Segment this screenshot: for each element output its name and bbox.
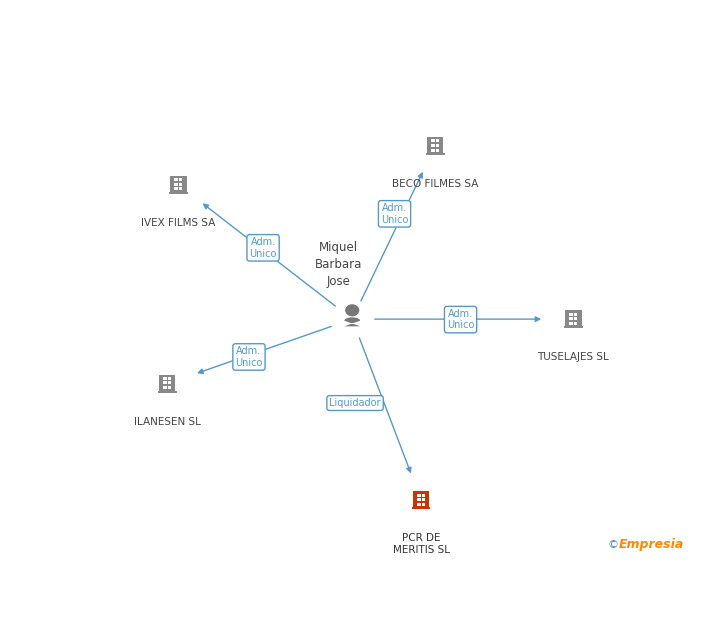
Bar xyxy=(431,149,435,152)
Circle shape xyxy=(345,304,360,316)
Bar xyxy=(574,317,577,320)
Text: PCR DE
MERITIS SL: PCR DE MERITIS SL xyxy=(392,533,450,556)
Polygon shape xyxy=(344,318,360,326)
Bar xyxy=(163,386,167,389)
Bar xyxy=(413,491,430,507)
Bar xyxy=(417,503,421,506)
Bar xyxy=(431,144,435,147)
Bar xyxy=(163,377,167,380)
Bar xyxy=(417,498,421,501)
Bar xyxy=(426,153,445,155)
Bar xyxy=(175,188,178,190)
Bar xyxy=(431,139,435,142)
Bar xyxy=(427,137,443,153)
Text: Adm.
Unico: Adm. Unico xyxy=(250,237,277,258)
Bar xyxy=(565,310,582,326)
Bar xyxy=(422,503,425,506)
Bar xyxy=(167,386,171,389)
Bar xyxy=(574,322,577,325)
Bar xyxy=(569,312,573,316)
Bar xyxy=(422,493,425,496)
Bar xyxy=(417,493,421,496)
Text: Empresia: Empresia xyxy=(619,538,684,551)
Bar xyxy=(175,178,178,181)
Text: Adm.
Unico: Adm. Unico xyxy=(447,309,474,330)
Bar xyxy=(411,507,430,509)
Bar xyxy=(169,192,188,194)
Bar xyxy=(436,144,439,147)
Bar xyxy=(158,391,177,392)
Text: BECO FILMES SA: BECO FILMES SA xyxy=(392,179,478,189)
Bar xyxy=(422,498,425,501)
Bar xyxy=(167,377,171,380)
Text: Adm.
Unico: Adm. Unico xyxy=(381,203,408,225)
Bar xyxy=(170,176,186,192)
Bar xyxy=(564,326,583,328)
Text: Liquidador: Liquidador xyxy=(329,398,381,408)
Text: ©: © xyxy=(607,540,618,550)
Text: Miquel
Barbara
Jose: Miquel Barbara Jose xyxy=(314,241,362,287)
Bar xyxy=(436,149,439,152)
Bar xyxy=(167,382,171,384)
Bar xyxy=(163,382,167,384)
Bar xyxy=(179,183,183,186)
Bar xyxy=(179,188,183,190)
Bar xyxy=(175,183,178,186)
Bar xyxy=(569,322,573,325)
Text: ILANESEN SL: ILANESEN SL xyxy=(134,416,201,427)
Bar xyxy=(179,178,183,181)
Bar xyxy=(159,375,175,391)
Text: IVEX FILMS SA: IVEX FILMS SA xyxy=(141,218,215,227)
Text: Adm.
Unico: Adm. Unico xyxy=(235,346,263,368)
Bar xyxy=(436,139,439,142)
Bar xyxy=(569,317,573,320)
Text: TUSELAJES SL: TUSELAJES SL xyxy=(537,352,609,362)
Bar xyxy=(574,312,577,316)
